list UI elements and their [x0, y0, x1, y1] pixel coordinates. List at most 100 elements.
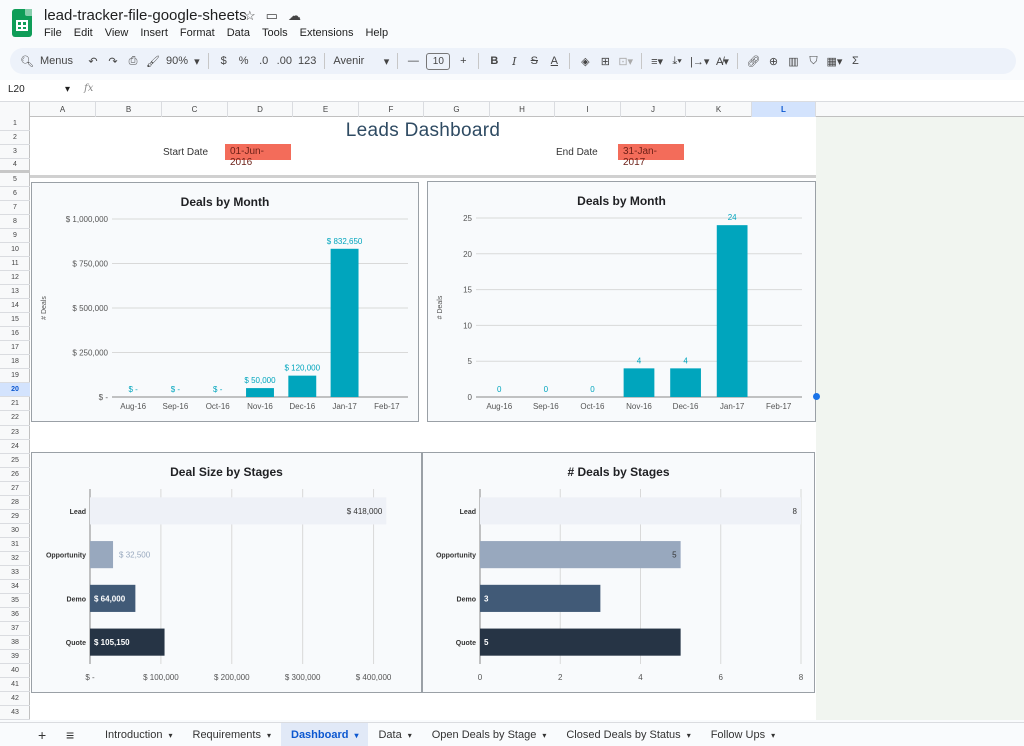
row-header-25[interactable]: 25 — [0, 454, 30, 468]
row-header-21[interactable]: 21 — [0, 397, 30, 412]
row-header-22[interactable]: 22 — [0, 411, 30, 426]
cloud-status-icon[interactable]: ☁ — [287, 8, 301, 23]
name-box[interactable]: L20 ▾ — [8, 84, 70, 95]
search-menus-button[interactable]: 🔍︎ Menus — [10, 50, 83, 72]
zoom-select[interactable]: 90% ▾ — [166, 55, 200, 68]
paint-format-icon[interactable]: 🖌︎ — [146, 55, 160, 68]
select-all-corner[interactable] — [0, 102, 30, 117]
row-header-17[interactable]: 17 — [0, 341, 30, 356]
row-header-5[interactable]: 5 — [0, 173, 30, 188]
deals-value-by-month-chart[interactable]: Deals by Month # Deals $ - $ 250,000 $ 500,… — [31, 182, 419, 422]
bar-jan-17[interactable] — [330, 248, 359, 397]
row-header-40[interactable]: 40 — [0, 664, 30, 678]
menu-format[interactable]: Format — [179, 27, 215, 39]
vertical-align-icon[interactable]: ⤓▾ — [672, 54, 682, 67]
freeze-divider[interactable] — [30, 175, 816, 178]
sheet-canvas[interactable]: Leads Dashboard Start Date 01-Jun-2016 E… — [30, 117, 816, 720]
row-header-20[interactable]: 20 — [0, 383, 30, 398]
chevron-down-icon[interactable]: ▾ — [771, 730, 776, 740]
row-header-39[interactable]: 39 — [0, 650, 30, 664]
tab-introduction[interactable]: Introduction ▾ — [95, 723, 183, 746]
more-formats-button[interactable]: 123 — [297, 55, 317, 67]
row-header-8[interactable]: 8 — [0, 215, 30, 230]
menu-help[interactable]: Help — [365, 27, 389, 39]
horizontal-align-icon[interactable]: ≡▾ — [651, 55, 664, 68]
column-header-j[interactable]: J — [621, 102, 686, 117]
bar-lead[interactable] — [480, 497, 801, 525]
bar-opportunity[interactable] — [480, 541, 681, 569]
bar-dec-16[interactable] — [288, 375, 317, 397]
tab-open-deals-by-stage[interactable]: Open Deals by Stage ▾ — [422, 723, 557, 746]
row-header-36[interactable]: 36 — [0, 608, 30, 622]
row-header-9[interactable]: 9 — [0, 229, 30, 244]
decrease-font-size-icon[interactable]: — — [407, 55, 419, 67]
end-date-value[interactable]: 31-Jan-2017 — [618, 144, 684, 168]
bar-quote[interactable] — [90, 628, 165, 656]
chevron-down-icon[interactable]: ▾ — [686, 730, 691, 740]
bar-jan-17[interactable] — [716, 225, 748, 397]
row-header-33[interactable]: 33 — [0, 566, 30, 580]
borders-icon[interactable]: ⊞ — [600, 55, 610, 68]
menu-edit[interactable]: Edit — [73, 27, 93, 39]
bar-nov-16[interactable] — [623, 368, 655, 397]
row-header-10[interactable]: 10 — [0, 243, 30, 258]
row-header-29[interactable]: 29 — [0, 510, 30, 524]
row-header-23[interactable]: 23 — [0, 426, 30, 440]
font-size-input[interactable]: 10 — [423, 50, 453, 72]
column-header-h[interactable]: H — [490, 102, 555, 117]
column-header-c[interactable]: C — [162, 102, 228, 117]
italic-icon[interactable]: I — [512, 54, 517, 68]
bar-quote[interactable] — [480, 628, 681, 656]
text-wrap-icon[interactable]: |→▾ — [690, 55, 710, 68]
row-header-30[interactable]: 30 — [0, 524, 30, 538]
column-header-b[interactable]: B — [96, 102, 162, 117]
row-header-2[interactable]: 2 — [0, 131, 30, 146]
column-header-f[interactable]: F — [359, 102, 424, 117]
row-header-28[interactable]: 28 — [0, 496, 30, 510]
row-header-43[interactable]: 43 — [0, 706, 30, 720]
font-select[interactable]: Avenir ▾ — [333, 55, 390, 68]
filter-icon[interactable]: ⛉ — [809, 54, 818, 67]
column-header-k[interactable]: K — [686, 102, 752, 117]
undo-icon[interactable]: ↶ — [88, 55, 98, 68]
document-title[interactable]: lead-tracker-file-google-sheets — [44, 7, 247, 24]
bar-demo[interactable] — [90, 584, 136, 612]
bold-icon[interactable]: B — [490, 55, 499, 67]
tab-dashboard[interactable]: Dashboard ▾ — [281, 723, 369, 746]
chevron-down-icon[interactable]: ▾ — [542, 730, 547, 740]
row-header-32[interactable]: 32 — [0, 552, 30, 566]
column-header-g[interactable]: G — [424, 102, 490, 117]
add-sheet-icon[interactable]: + — [38, 727, 47, 743]
strikethrough-icon[interactable]: S — [530, 55, 538, 67]
bar-dec-16[interactable] — [670, 368, 701, 397]
tab-follow-ups[interactable]: Follow Ups ▾ — [701, 723, 785, 746]
row-header-4[interactable]: 4 — [0, 159, 30, 174]
functions-icon[interactable]: Σ — [851, 55, 859, 67]
menu-data[interactable]: Data — [226, 27, 250, 39]
row-header-11[interactable]: 11 — [0, 257, 30, 272]
merge-cells-icon[interactable]: ⊡▾ — [618, 55, 634, 68]
row-header-31[interactable]: 31 — [0, 538, 30, 552]
column-header-l[interactable]: L — [752, 102, 816, 117]
row-header-26[interactable]: 26 — [0, 468, 30, 482]
row-header-12[interactable]: 12 — [0, 271, 30, 286]
row-header-3[interactable]: 3 — [0, 145, 30, 160]
tab-requirements[interactable]: Requirements ▾ — [183, 723, 282, 746]
menu-extensions[interactable]: Extensions — [299, 27, 354, 39]
text-rotation-icon[interactable]: A̸▾ — [716, 55, 729, 68]
chart-resize-handle[interactable] — [813, 393, 820, 400]
increase-font-size-icon[interactable]: + — [460, 55, 467, 67]
chevron-down-icon[interactable]: ▾ — [168, 730, 173, 740]
all-sheets-icon[interactable]: ≡ — [66, 727, 75, 743]
column-header-d[interactable]: D — [228, 102, 293, 117]
row-header-18[interactable]: 18 — [0, 355, 30, 370]
sheets-logo-icon[interactable] — [12, 9, 32, 37]
menu-file[interactable]: File — [44, 27, 62, 39]
currency-format-button[interactable]: $ — [220, 55, 227, 67]
row-header-6[interactable]: 6 — [0, 187, 30, 202]
deal-size-by-stages-chart[interactable]: Deal Size by Stages $ - $ 100,000 $ 200,00… — [31, 452, 422, 693]
row-header-19[interactable]: 19 — [0, 369, 30, 384]
row-header-13[interactable]: 13 — [0, 285, 30, 300]
deals-count-by-stages-chart[interactable]: # Deals by Stages 0 2 4 6 8 Lead 8 Opportunity 5… — [422, 452, 815, 693]
row-header-16[interactable]: 16 — [0, 327, 30, 342]
